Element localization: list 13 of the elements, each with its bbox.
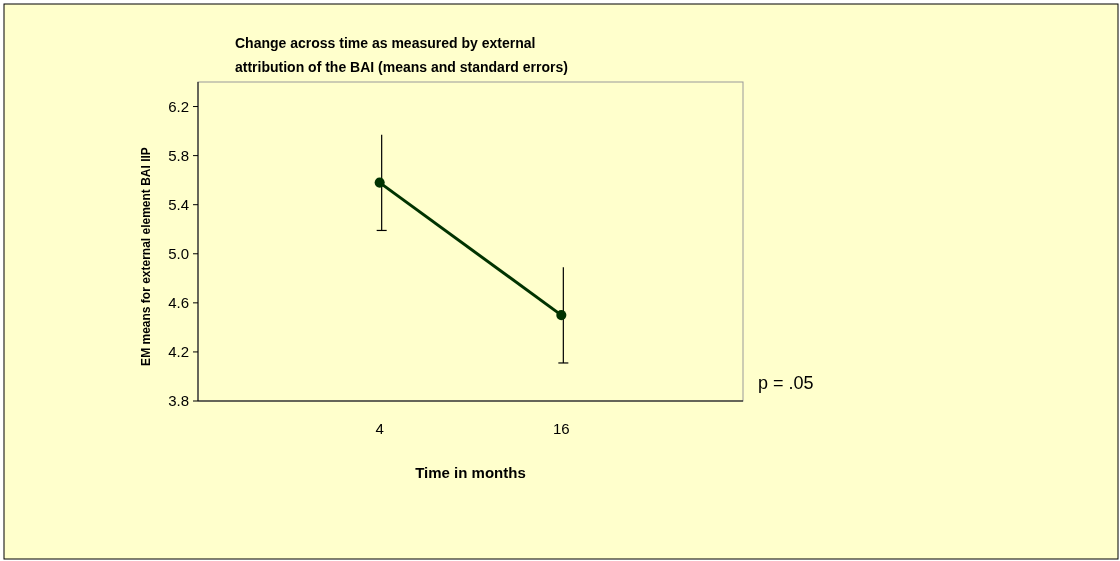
x-axis-title: Time in months bbox=[415, 464, 526, 481]
chart-title: Change across time as measured by external attribution of the BAI (means and standard errors) bbox=[235, 35, 568, 75]
y-tick-label: 5.8 bbox=[168, 146, 189, 164]
y-tick-label: 5.0 bbox=[168, 245, 189, 263]
x-tick-label: 16 bbox=[552, 420, 570, 437]
text: p = .05 bbox=[758, 373, 814, 393]
y-tick-label: 4.2 bbox=[168, 343, 189, 361]
y-tick-label: 6.2 bbox=[168, 97, 189, 115]
y-tick-label: 5.4 bbox=[168, 195, 189, 213]
x-tick-label: 4 bbox=[375, 420, 384, 437]
y-axis-title: EM means for external element BAI IIP bbox=[139, 147, 153, 366]
y-tick-label: 4.6 bbox=[168, 294, 189, 312]
y-tick-label: 3.8 bbox=[168, 392, 189, 410]
